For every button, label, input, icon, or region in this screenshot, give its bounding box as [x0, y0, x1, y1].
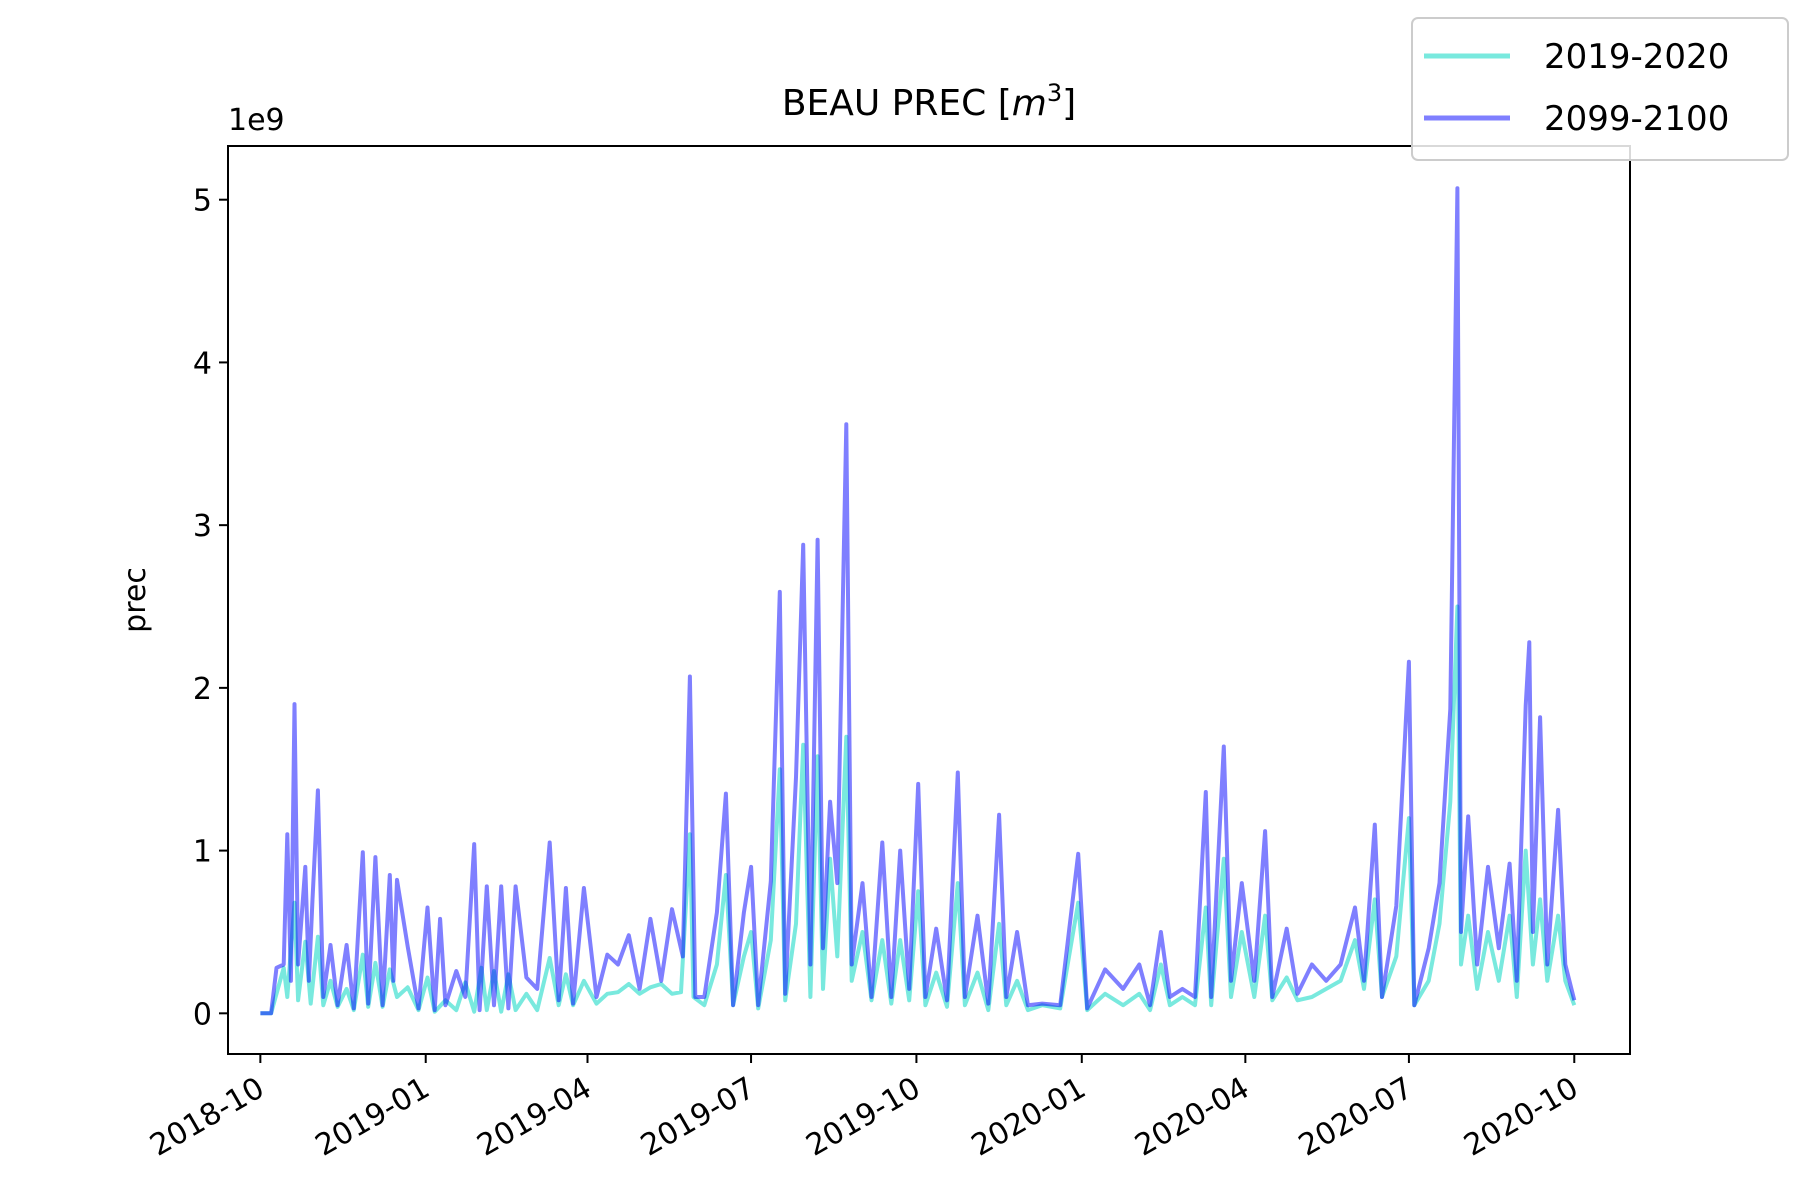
- legend-label-2099-2100: 2099-2100: [1544, 99, 1729, 139]
- plot-frame: [227, 145, 1631, 1055]
- y-tick-label: 3: [193, 509, 212, 544]
- y-axis: 0 1 2 3 4 5: [193, 184, 228, 1032]
- y-tick-label: 2: [193, 672, 212, 707]
- legend: 2019-2020 2099-2100: [1411, 17, 1789, 161]
- y-tick-label: 4: [193, 346, 212, 381]
- chart-title: BEAU PREC [m3]: [782, 79, 1076, 124]
- y-tick-label: 5: [193, 184, 212, 219]
- series-line-2099-2100: [260, 186, 1577, 1016]
- legend-label-2019-2020: 2019-2020: [1544, 37, 1729, 77]
- series-layer: [260, 186, 1577, 1016]
- y-offset-label: 1e9: [228, 103, 285, 138]
- y-axis-label: prec: [118, 567, 153, 633]
- y-tick-label: 1: [193, 835, 212, 870]
- y-tick-label: 0: [193, 997, 212, 1032]
